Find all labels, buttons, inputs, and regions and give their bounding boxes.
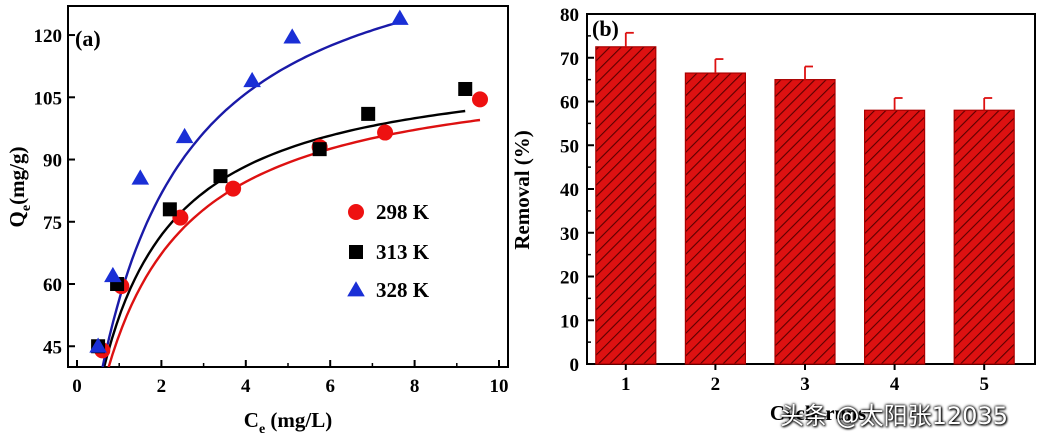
data-point-298K [225, 180, 242, 197]
y-tick-label: 30 [560, 224, 579, 245]
panel-b-x-axis-label: Cycle runs [770, 401, 866, 425]
panel-a-fit-curves [101, 20, 481, 367]
x-tick-label: 10 [490, 376, 509, 397]
y-tick-label: 0 [570, 355, 580, 376]
legend-label: 313 K [376, 240, 430, 264]
panel-a-label: (a) [75, 26, 101, 51]
y-tick-label: 80 [560, 5, 579, 26]
panel-b-y-axis-label: Removal (%) [510, 130, 534, 250]
data-point-328K [89, 337, 107, 353]
fit-curve-328K [101, 20, 401, 367]
data-point-328K [175, 127, 194, 144]
legend-label: 328 K [376, 278, 430, 302]
x-tick-label: 5 [979, 374, 989, 395]
x-tick-label: 2 [157, 376, 167, 397]
y-tick-label: 10 [560, 311, 579, 332]
x-tick-label: 1 [621, 374, 631, 395]
y-tick-label: 50 [560, 136, 579, 157]
data-point-313K [361, 106, 376, 121]
x-tick-label: 0 [72, 376, 82, 397]
legend-marker-313K [349, 245, 363, 259]
y-tick-label: 75 [43, 213, 62, 234]
fit-curve-298K [107, 118, 481, 367]
data-point-298K [472, 91, 489, 108]
bar-cycle-2 [684, 72, 747, 365]
y-tick-label: 60 [560, 93, 579, 114]
panel-b-bars: 1 2 3 4 5 [595, 31, 1015, 395]
legend-label: 298 K [376, 200, 430, 224]
y-tick-label: 105 [34, 88, 63, 109]
panel-a-plot-frame [67, 5, 509, 368]
panel-a-y-axis: 45 60 75 90 105 120 [34, 26, 75, 358]
y-tick-label: 60 [43, 275, 62, 296]
data-point-313K [458, 81, 473, 96]
y-tick-label: 90 [43, 151, 62, 172]
panel-a-adsorption-isotherm: (a) 45 60 75 90 105 120 0 2 4 6 8 10 298 K 313 K 328… [5, 5, 509, 437]
panel-a-data-points [89, 9, 489, 359]
bar-cycle-4 [863, 109, 926, 365]
data-point-313K [213, 169, 228, 184]
panel-b-label: (b) [592, 16, 619, 41]
bar-cycle-3 [774, 79, 836, 365]
data-point-298K [377, 124, 394, 141]
data-point-328K [283, 28, 302, 44]
y-tick-label: 20 [560, 268, 579, 289]
panel-b-y-axis: 0 10 20 30 40 50 60 70 80 [560, 5, 594, 376]
x-tick-label: 3 [800, 374, 810, 395]
y-tick-label: 40 [560, 180, 579, 201]
x-tick-label: 6 [325, 376, 335, 397]
bar-cycle-5 [953, 109, 1015, 365]
y-tick-label: 70 [560, 49, 579, 70]
panel-a-legend: 298 K 313 K 328 K [347, 200, 430, 302]
data-point-313K [312, 142, 327, 157]
panel-a-y-axis-label: Qe(mg/g) [5, 147, 34, 228]
panel-a-x-axis-label: Ce (mg/L) [244, 408, 332, 437]
watermark: 头条 @太阳张12035 [780, 402, 1008, 430]
bar-cycle-1 [595, 46, 657, 365]
fit-curve-313K [102, 109, 466, 367]
data-point-328K [391, 9, 409, 25]
x-tick-label: 2 [711, 374, 721, 395]
x-tick-label: 4 [241, 376, 251, 397]
y-tick-label: 45 [43, 337, 62, 358]
data-point-328K [243, 71, 261, 88]
legend-marker-298K [348, 204, 364, 220]
legend-marker-328K [347, 281, 365, 297]
x-tick-label: 8 [410, 376, 420, 397]
y-tick-label: 120 [34, 26, 63, 47]
x-tick-label: 4 [890, 374, 900, 395]
data-point-328K [131, 169, 150, 185]
data-point-328K [104, 266, 122, 283]
data-point-313K [162, 202, 177, 217]
panel-a-x-axis: 0 2 4 6 8 10 [72, 360, 509, 397]
